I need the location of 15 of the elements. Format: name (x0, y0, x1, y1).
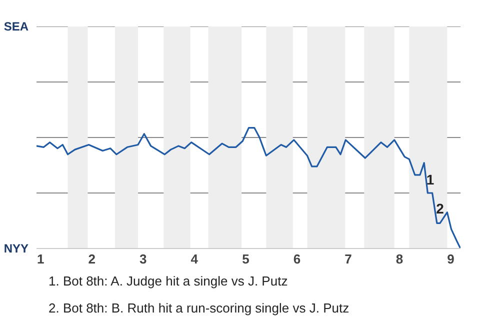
x-tick-label: 2 (88, 252, 96, 266)
x-tick-label: 9 (447, 252, 454, 266)
text: 2. Bot 8th: B. Ruth hit a run-scoring single vs J. Putz (48, 300, 350, 316)
text: SEA (4, 20, 29, 34)
x-tick-label: 5 (242, 252, 250, 266)
x-tick-label: 3 (140, 252, 147, 266)
text: 1. Bot 8th: A. Judge hit a single vs J. Putz (48, 274, 288, 288)
x-tick-label: 8 (396, 252, 404, 266)
annotation: 2 (436, 200, 444, 217)
x-tick-label: 7 (344, 252, 352, 266)
x-tick-label: 6 (293, 252, 301, 266)
x-tick-label: 4 (190, 252, 199, 266)
x-tick-label: 1 (36, 252, 44, 266)
annotation: 1 (426, 172, 434, 188)
text: NYY (4, 242, 29, 256)
